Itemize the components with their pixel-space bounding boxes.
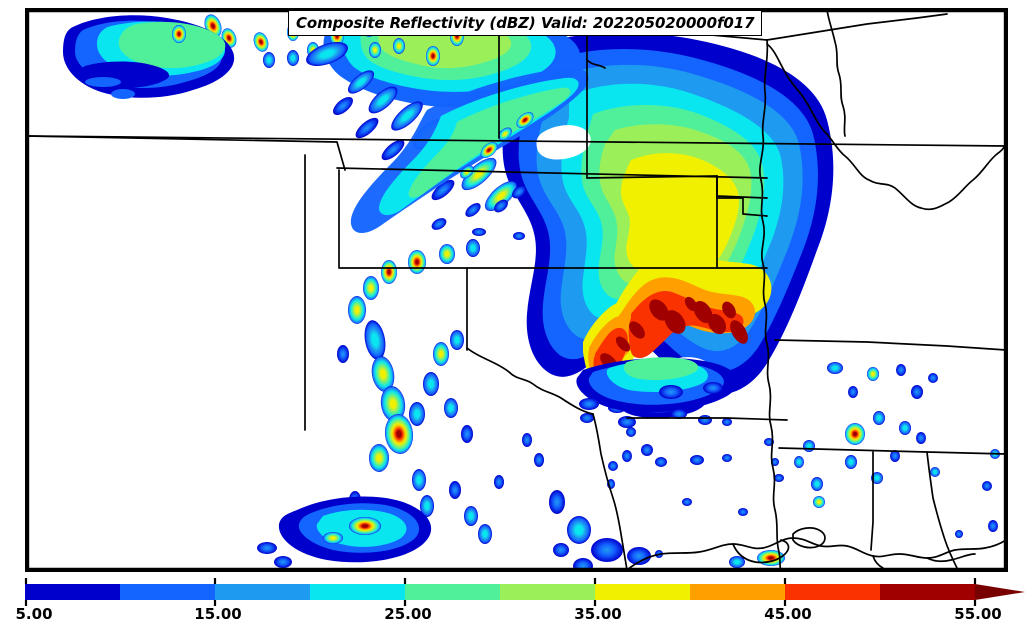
cbar-band-15-20 [215, 584, 310, 600]
lake-pontchartrain [792, 527, 826, 549]
border-ar-la [626, 417, 788, 421]
border-ky-tn [774, 339, 1006, 351]
missouri-river [586, 59, 606, 69]
cbar-band-50-55 [880, 584, 975, 600]
cbar-band-10-15 [120, 584, 215, 600]
plot-title-box: Composite Reflectivity (dBZ) Valid: 2022… [288, 10, 763, 36]
echo-arkansas-trailing [576, 357, 739, 428]
cbar-band-35-40 [595, 584, 690, 600]
colorbar-tick-labels: 5.00 15.00 25.00 35.00 45.00 55.00 [0, 605, 1033, 633]
ohio-river [766, 43, 1006, 211]
radar-echo-layer [63, 13, 1006, 570]
border-il-wi [766, 13, 948, 41]
cbar-tick-label-15: 15.00 [194, 605, 242, 623]
mississippi-river [759, 39, 782, 570]
cbar-tick-label-5: 5.00 [15, 605, 53, 623]
cbar-tick-label-25: 25.00 [384, 605, 432, 623]
border-41n [27, 135, 1006, 147]
colorbar-ticks [24, 578, 977, 606]
florida-panhandle-coast [926, 553, 976, 563]
cbar-tick-label-35: 35.00 [574, 605, 622, 623]
map-canvas [27, 10, 1006, 570]
cbar-tick-label-55: 55.00 [954, 605, 1002, 623]
colorbar: 5.00 15.00 25.00 35.00 45.00 55.00 [0, 572, 1033, 633]
mobile-bay [872, 555, 884, 569]
border-al-ga [926, 451, 958, 569]
cbar-band-45-50 [785, 584, 880, 600]
border-tx-panhandle [338, 169, 768, 269]
cbar-extend-arrow [975, 584, 1025, 600]
border-ms-al [870, 451, 874, 551]
cbar-band-30-35 [500, 584, 595, 600]
gulf-coastline [626, 537, 1006, 570]
border-il-in [826, 10, 846, 137]
border-red-river [466, 347, 594, 415]
colorbar-bands [25, 584, 1025, 600]
colorbar-swatches [24, 578, 1025, 606]
cbar-band-5-10 [25, 584, 120, 600]
echo-northern-plains [63, 13, 589, 240]
echo-convective-line [583, 249, 772, 395]
cbar-tick-label-45: 45.00 [764, 605, 812, 623]
echo-mcs-missouri-arkansas [502, 32, 834, 397]
plot-title: Composite Reflectivity (dBZ) Valid: 2022… [296, 14, 755, 32]
border-co-ok-kansas [27, 135, 346, 171]
cbar-band-20-25 [310, 584, 405, 600]
cbar-band-25-30 [405, 584, 500, 600]
cbar-band-40-45 [690, 584, 785, 600]
echo-west-texas [257, 239, 651, 570]
louisiana-delta [732, 539, 790, 564]
map-panel [25, 8, 1008, 572]
border-tx-la [592, 413, 628, 570]
border-mo-bootheel [716, 175, 768, 217]
